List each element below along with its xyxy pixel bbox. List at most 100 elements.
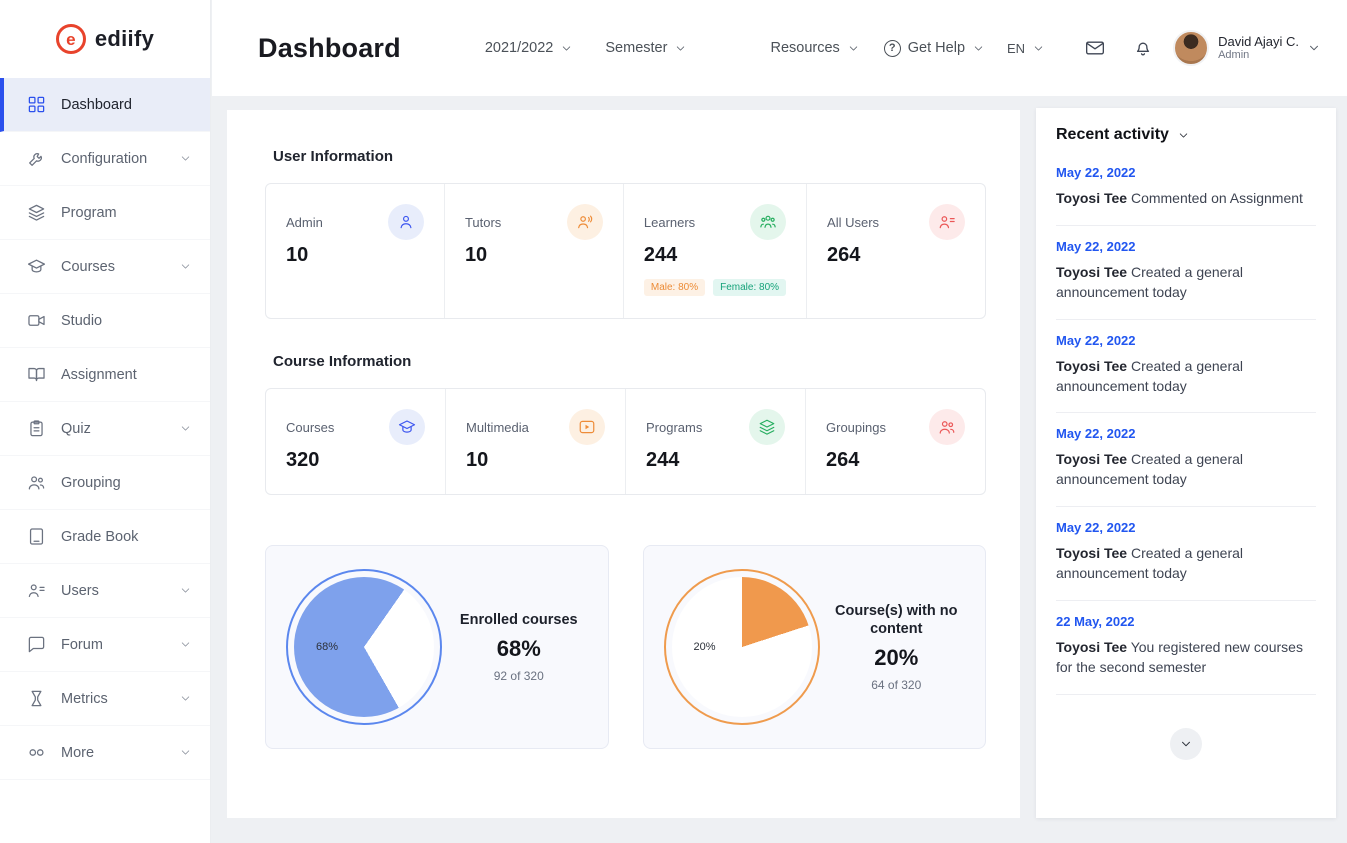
recent-activity-title: Recent activity [1056,126,1169,143]
pie-chart-ring: 20% [663,569,820,725]
sidebar-item-program[interactable]: Program [0,186,210,240]
activity-item: May 22, 2022 Toyosi Tee Commented on Ass… [1056,152,1316,226]
sidebar-item-metrics[interactable]: Metrics [0,672,210,726]
main-content: User Information Admin 10 Tutors 10 [227,110,1020,818]
stat-label: Admin [286,214,323,230]
semester-dropdown[interactable]: Semester [605,40,687,56]
load-more-button[interactable] [1170,728,1202,760]
activity-text: Toyosi Tee Created a general announcemen… [1056,451,1244,488]
chevron-down-icon [1182,741,1190,747]
sidebar-item-label: Forum [61,636,103,653]
notifications-bell-icon[interactable] [1133,38,1153,58]
people-icon [929,409,965,445]
stat-label: Multimedia [466,419,529,435]
graduation-icon [27,259,46,273]
language-dropdown[interactable]: EN [1007,41,1045,56]
activity-item: May 22, 2022 Toyosi Tee Created a genera… [1056,226,1316,320]
sidebar-item-quiz[interactable]: Quiz [0,402,210,456]
stat-value: 244 [643,244,678,266]
course-information-section: Course Information Courses 320 Multimedi… [265,353,986,495]
pie-slice-label: 68% [316,641,339,653]
recent-activity-panel: Recent activity May 22, 2022 Toyosi Tee … [1036,108,1336,818]
stat-value: 264 [826,449,860,471]
user-name: David Ajayi C. [1218,33,1299,49]
get-help-label: Get Help [907,40,966,56]
academic-year-dropdown[interactable]: 2021/2022 [485,40,574,56]
activity-item: May 22, 2022 Toyosi Tee Created a genera… [1056,413,1316,508]
user-avatar[interactable] [1173,30,1210,66]
sidebar-item-forum[interactable]: Forum [0,618,210,672]
activity-text: Toyosi Tee Created a general announcemen… [1056,263,1244,300]
dashboard-icon [28,96,45,113]
section-title: Course Information [273,353,412,370]
sidebar-item-courses[interactable]: Courses [0,240,210,294]
user-info: David Ajayi C. Admin [1218,34,1299,63]
play-icon [569,409,605,445]
stat-courses: Courses 320 [266,389,445,494]
chevron-down-icon [181,750,190,755]
sidebar-item-grade-book[interactable]: Grade Book [0,510,210,564]
page-title: Dashboard [258,32,401,63]
sidebar-item-grouping[interactable]: Grouping [0,456,210,510]
activity-text: Toyosi Tee Commented on Assignment [1056,190,1303,206]
recent-activity-header[interactable]: Recent activity [1056,108,1316,152]
tablet-icon [29,528,44,545]
resources-dropdown[interactable]: Resources [770,40,859,56]
activity-date: 22 May, 2022 [1056,613,1135,629]
hourglass-icon [31,690,42,707]
chevron-down-icon [181,642,190,647]
activity-text: Toyosi Tee Created a general announcemen… [1056,357,1244,394]
sidebar-item-label: Dashboard [61,96,132,113]
enrolled-courses-pie-chart: 68% [294,577,434,717]
activity-date: May 22, 2022 [1056,332,1136,348]
resources-label: Resources [770,40,840,56]
academic-year-value: 2021/2022 [484,40,554,56]
pie-slice-label: 20% [693,641,716,653]
sidebar-item-label: Program [61,204,117,221]
user-information-section: User Information Admin 10 Tutors 10 [265,148,986,319]
chevron-down-icon [181,588,190,593]
user-list-icon [28,584,45,598]
chevron-down-icon [1034,45,1043,51]
stat-programs: Programs 244 [625,389,805,494]
chart-title: Course(s) with no content [835,602,958,637]
stat-learners: Learners 244 Male: 80% Female: 80% [622,184,806,318]
sidebar-item-label: Configuration [61,150,148,167]
brand-logo[interactable]: e ediify [0,0,210,78]
stat-label: Groupings [826,419,886,435]
clipboard-icon [30,420,43,437]
user-menu-chevron-icon[interactable] [1307,41,1321,55]
infinity-icon [29,749,44,756]
top-header: Dashboard 2021/2022 Semester Resources ?… [212,0,1347,96]
sidebar-item-label: Grouping [61,474,121,491]
no-content-pie-chart: 20% [671,577,812,717]
chevron-down-icon [181,156,190,161]
sidebar-item-dashboard[interactable]: Dashboard [0,78,210,132]
people-icon [28,476,45,490]
sidebar-item-users[interactable]: Users [0,564,210,618]
course-stats-card: Courses 320 Multimedia 10 Programs [265,388,986,495]
chart-value: 68% [496,636,541,662]
chevron-down-icon [1179,132,1188,138]
sidebar-item-configuration[interactable]: Configuration [0,132,210,186]
graduation-icon [389,409,425,445]
chevron-down-icon [181,696,190,701]
video-icon [28,315,45,326]
sidebar-item-more[interactable]: More [0,726,210,780]
stat-label: Programs [646,419,703,435]
female-badge: Female: 80% [713,279,787,296]
wrench-icon [29,153,42,166]
mail-icon[interactable] [1085,38,1105,58]
chevron-down-icon [677,45,685,51]
sidebar-item-assignment[interactable]: Assignment [0,348,210,402]
gender-badges: Male: 80% Female: 80% [643,279,787,296]
stat-admin: Admin 10 [266,184,444,318]
stat-value: 10 [286,244,309,266]
activity-date: May 22, 2022 [1056,520,1136,536]
chat-icon [28,636,45,653]
section-title: User Information [273,148,394,165]
get-help-dropdown[interactable]: ? Get Help [883,39,985,57]
sidebar-item-studio[interactable]: Studio [0,294,210,348]
pie-chart-ring: 68% [286,569,442,725]
